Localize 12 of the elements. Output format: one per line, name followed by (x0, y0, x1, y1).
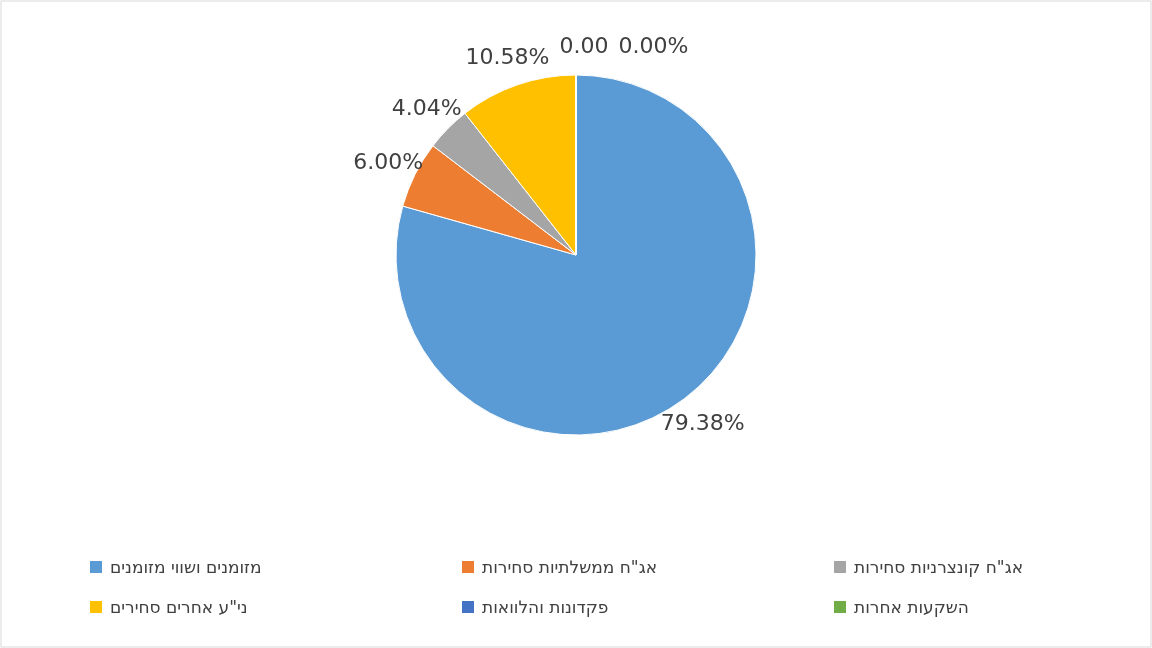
text: 0.00% (618, 32, 689, 58)
data-label: 10.58% (465, 43, 550, 69)
legend-label: אג"ח קונצרניות סחירות (854, 557, 1024, 577)
data-label: 79.38% (660, 409, 745, 435)
data-label: 4.04% (391, 94, 462, 120)
legend-label: פקדונות והלוואות (482, 597, 609, 617)
legend-label: ני"ע אחרים סחירים (110, 597, 248, 617)
legend-label: אג"ח ממשלתיות סחירות (482, 557, 658, 577)
data-label: 6.00% (353, 148, 424, 174)
legend-label: מזומנים ושווי מזומנים (110, 557, 262, 577)
text: 0.00 (559, 32, 609, 58)
legend-label: השקעות אחרות (854, 597, 969, 617)
